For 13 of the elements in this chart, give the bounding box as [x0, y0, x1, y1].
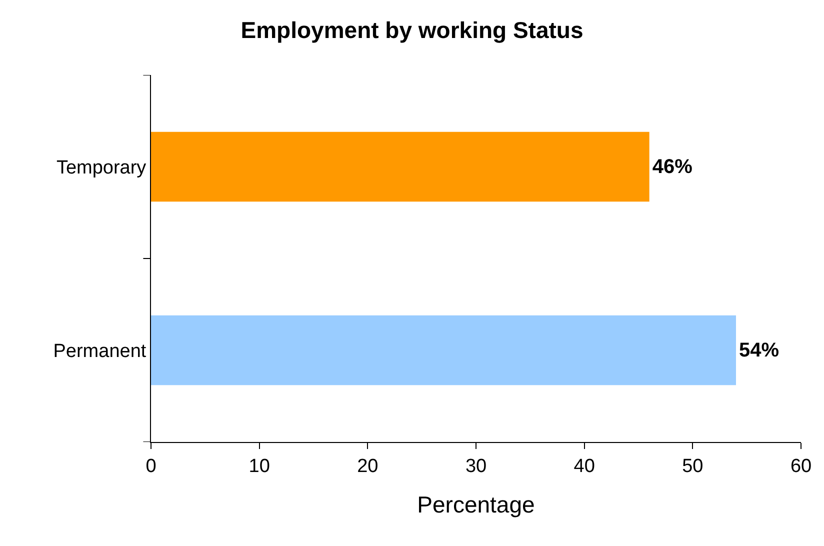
x-axis-title: Percentage — [417, 491, 535, 518]
x-tick-label: 20 — [357, 456, 378, 477]
data-label: 46% — [652, 156, 693, 178]
x-tick-label: 10 — [248, 456, 270, 477]
data-label: 54% — [739, 339, 780, 362]
y-tick-label: Permanent — [53, 340, 147, 362]
y-tick-label: Temporary — [56, 157, 147, 178]
x-tick-label: 30 — [465, 456, 487, 477]
x-tick-label: 40 — [574, 456, 595, 477]
x-tick-label: 60 — [790, 456, 812, 477]
chart-title: Employment by working Status — [240, 16, 584, 43]
x-tick-label: 0 — [146, 456, 156, 477]
x-tick-label: 50 — [682, 456, 704, 477]
